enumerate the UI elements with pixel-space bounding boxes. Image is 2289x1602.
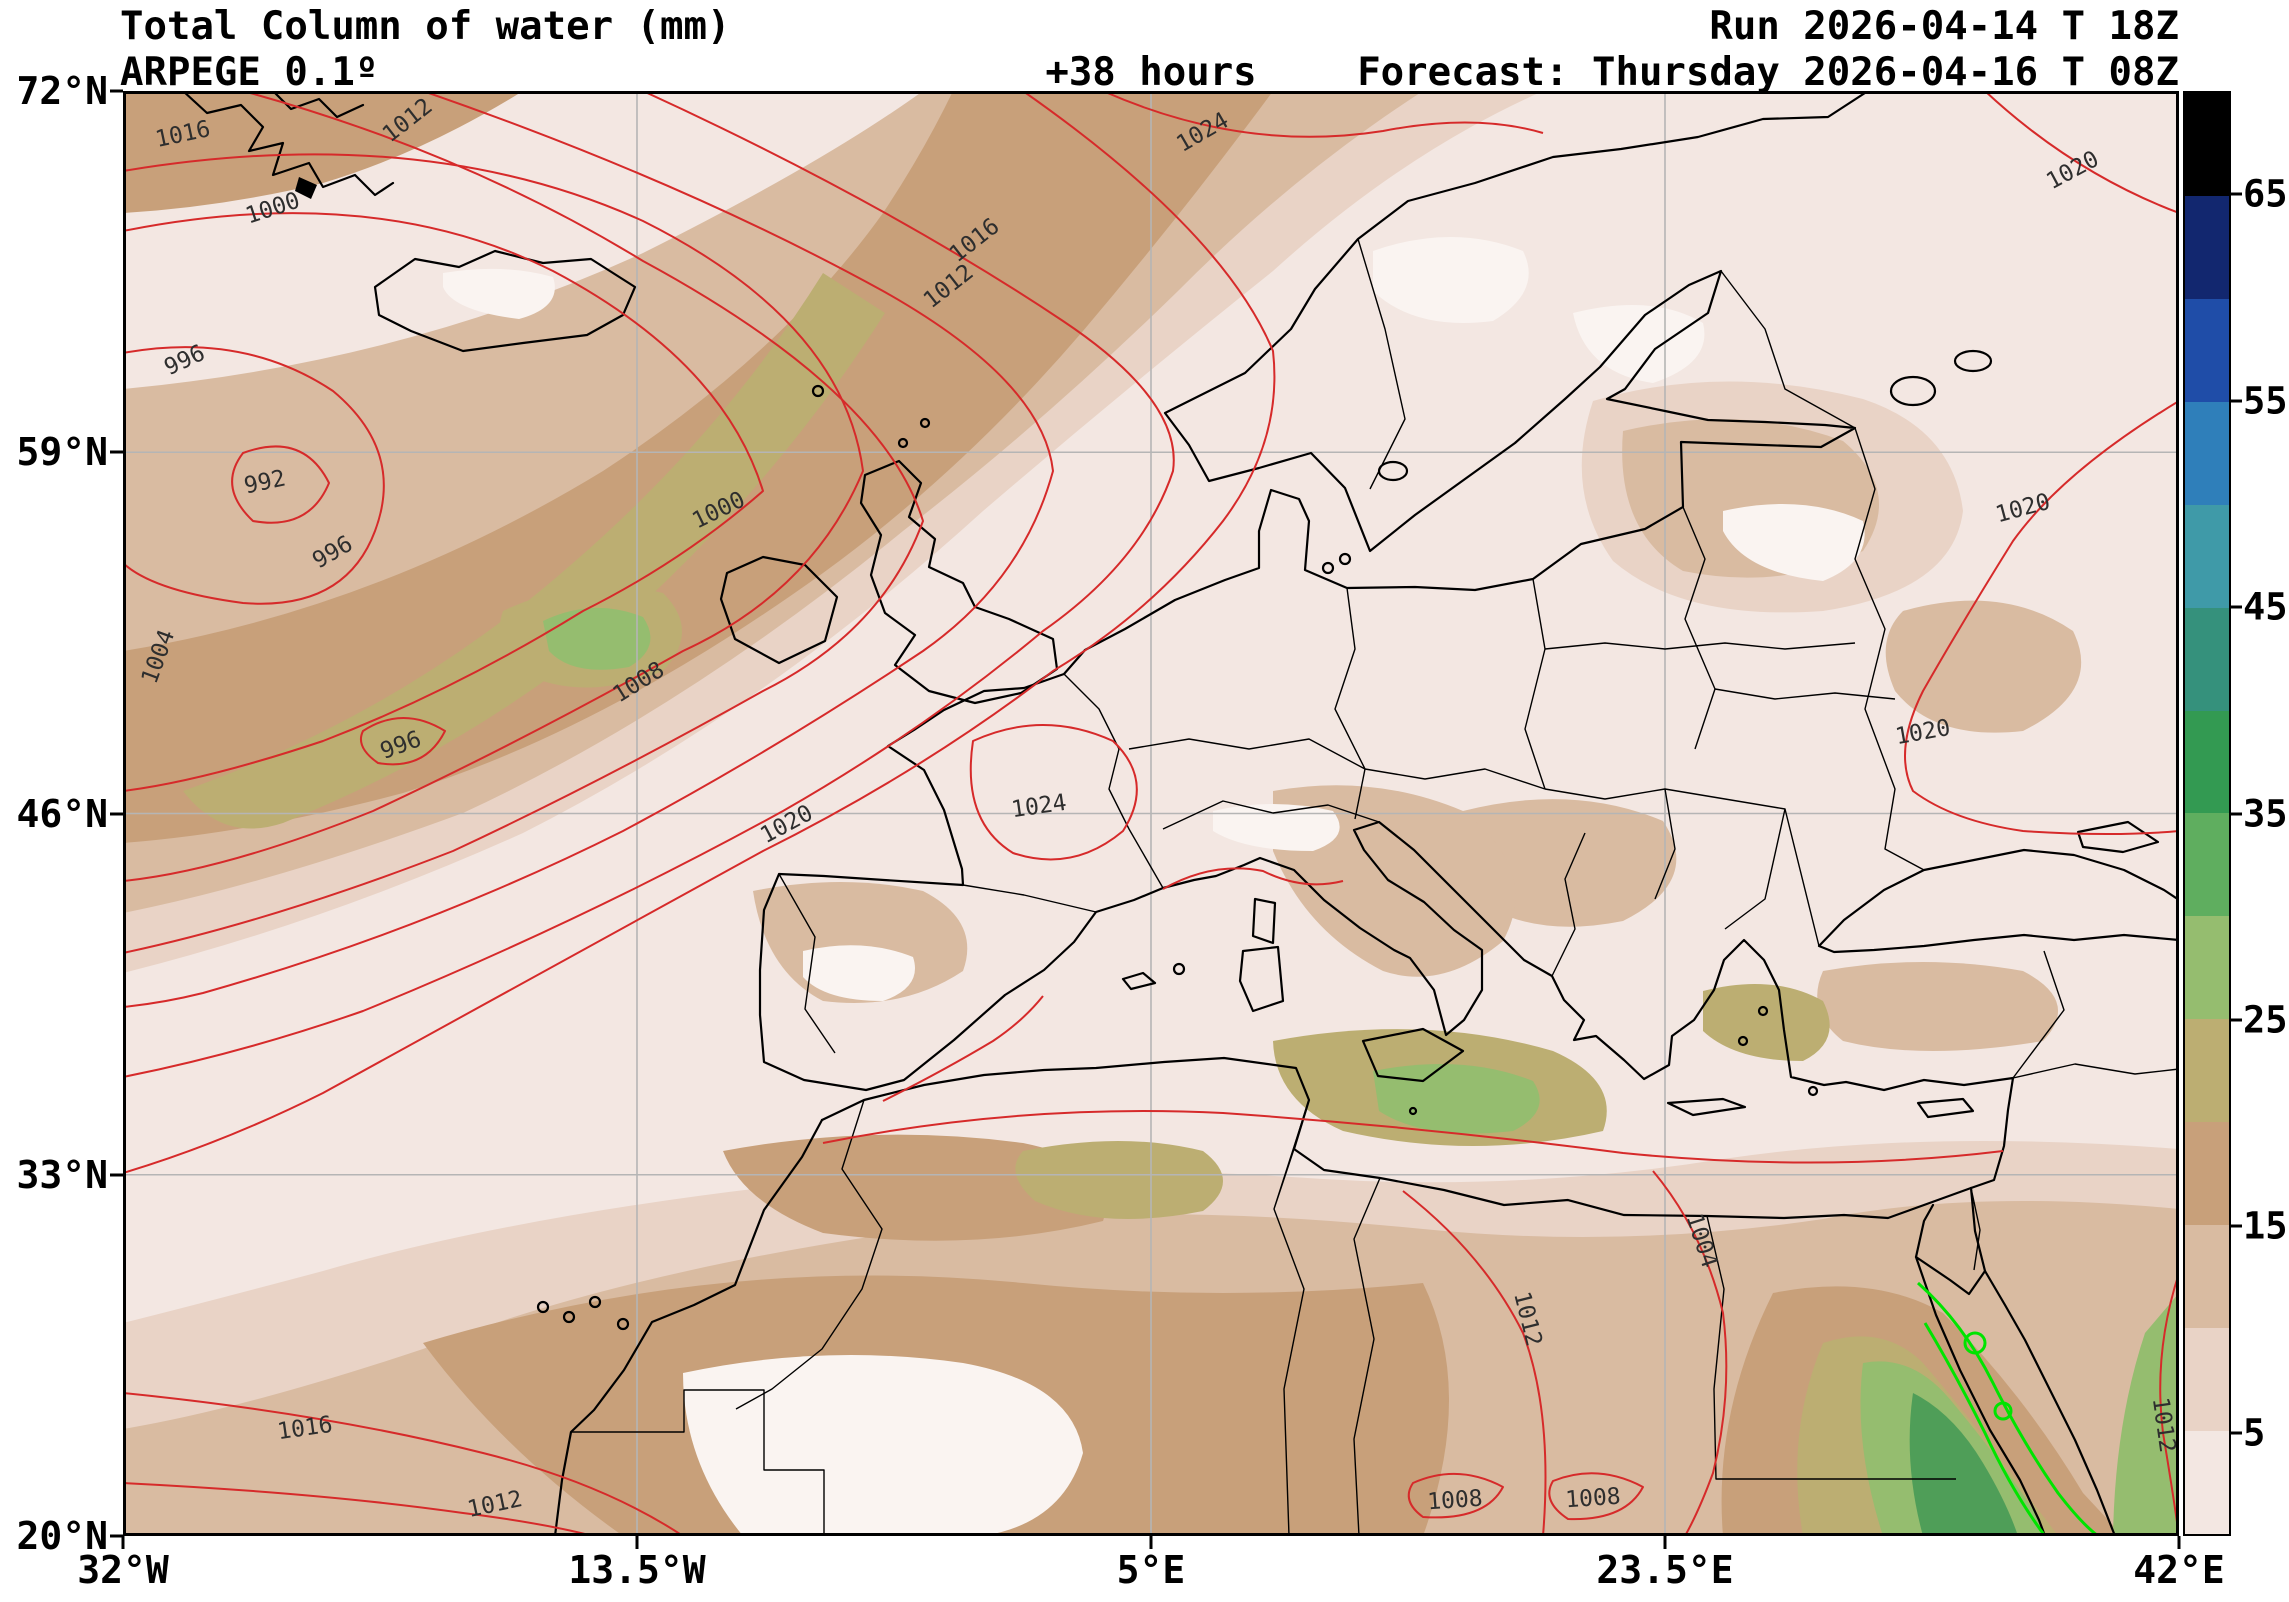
colorbar-tick-label: 15	[2243, 1204, 2288, 1248]
colorbar-segment	[2185, 195, 2229, 299]
colorbar-tick-mark	[2231, 192, 2242, 196]
latitude-tick-label: 20°N	[16, 1514, 108, 1558]
colorbar-tick-mark	[2231, 399, 2242, 403]
colorbar-segment	[2185, 1430, 2229, 1534]
colorbar-segment	[2185, 1122, 2229, 1226]
colorbar-segment	[2185, 710, 2229, 814]
longitude-tick-label: 5°E	[1116, 1548, 1186, 1592]
country-borders	[571, 238, 2179, 1536]
longitude-tick-label: 42°E	[2133, 1548, 2225, 1592]
colorbar-tick-label: 65	[2243, 172, 2288, 216]
colorbar-tick-mark	[2231, 812, 2242, 815]
colorbar-tick-mark	[2231, 1224, 2242, 1228]
isobar-contours	[123, 91, 2179, 1536]
longitude-tick-label: 32°W	[77, 1548, 169, 1592]
colorbar-segment	[2185, 813, 2229, 917]
graticule	[123, 91, 2179, 1536]
colorbar-segment	[2185, 916, 2229, 1020]
colorbar-tick-mark	[2231, 1431, 2242, 1435]
high-moisture-contour	[1917, 1281, 2099, 1536]
longitude-tick-mark	[121, 1536, 125, 1549]
chart-title: Total Column of water (mm)	[120, 4, 731, 49]
colorbar	[2183, 91, 2231, 1536]
latitude-tick-mark	[110, 1173, 123, 1177]
colorbar-segment	[2185, 1225, 2229, 1329]
model-label: ARPEGE 0.1º	[120, 50, 379, 95]
latitude-tick-mark	[110, 450, 123, 454]
isobar-label: 1008	[1426, 1486, 1483, 1516]
forecast-time-label: Forecast: Thursday 2026-04-16 T 08Z	[1357, 50, 2179, 95]
latitude-tick-label: 59°N	[16, 430, 108, 475]
latitude-tick-mark	[110, 1534, 123, 1538]
colorbar-segment	[2185, 298, 2229, 402]
longitude-tick-label: 13.5°W	[568, 1548, 706, 1592]
colorbar-tick-label: 35	[2243, 792, 2288, 835]
colorbar-segment	[2185, 93, 2229, 196]
latitude-tick-label: 46°N	[16, 791, 108, 836]
isobar-label: 1008	[1564, 1484, 1621, 1514]
colorbar-segment	[2185, 401, 2229, 505]
colorbar-tick-mark	[2231, 605, 2242, 609]
colorbar-tick-mark	[2231, 1018, 2242, 1022]
latitude-tick-label: 72°N	[16, 69, 108, 113]
longitude-tick-mark	[2177, 1536, 2181, 1549]
colorbar-segment	[2185, 1328, 2229, 1431]
lead-time-label: +38 hours	[1045, 50, 1257, 95]
latitude-tick-label: 33°N	[16, 1152, 108, 1197]
colorbar-segment	[2185, 504, 2229, 608]
colorbar-tick-label: 25	[2243, 998, 2288, 1042]
colorbar-segment	[2185, 1019, 2229, 1123]
longitude-tick-mark	[635, 1536, 639, 1549]
colorbar-tick-label: 45	[2243, 585, 2288, 629]
map-frame-border	[123, 91, 2179, 1536]
map-canvas: 1016 1012 1000 996 992 996 1004 996 1008 1000 1016…	[123, 91, 2179, 1536]
longitude-tick-mark	[1149, 1536, 1153, 1549]
longitude-tick-mark	[1663, 1536, 1667, 1549]
colorbar-tick-label: 5	[2243, 1411, 2266, 1455]
latitude-tick-mark	[110, 89, 123, 93]
colorbar-tick-label: 55	[2243, 379, 2288, 423]
colorbar-segment	[2185, 607, 2229, 711]
latitude-tick-mark	[110, 812, 123, 815]
run-time-label: Run 2026-04-14 T 18Z	[1709, 4, 2179, 49]
longitude-tick-label: 23.5°E	[1596, 1548, 1734, 1592]
weather-map-svg: 1016 101210009969929961004996100810001016…	[123, 91, 2179, 1536]
